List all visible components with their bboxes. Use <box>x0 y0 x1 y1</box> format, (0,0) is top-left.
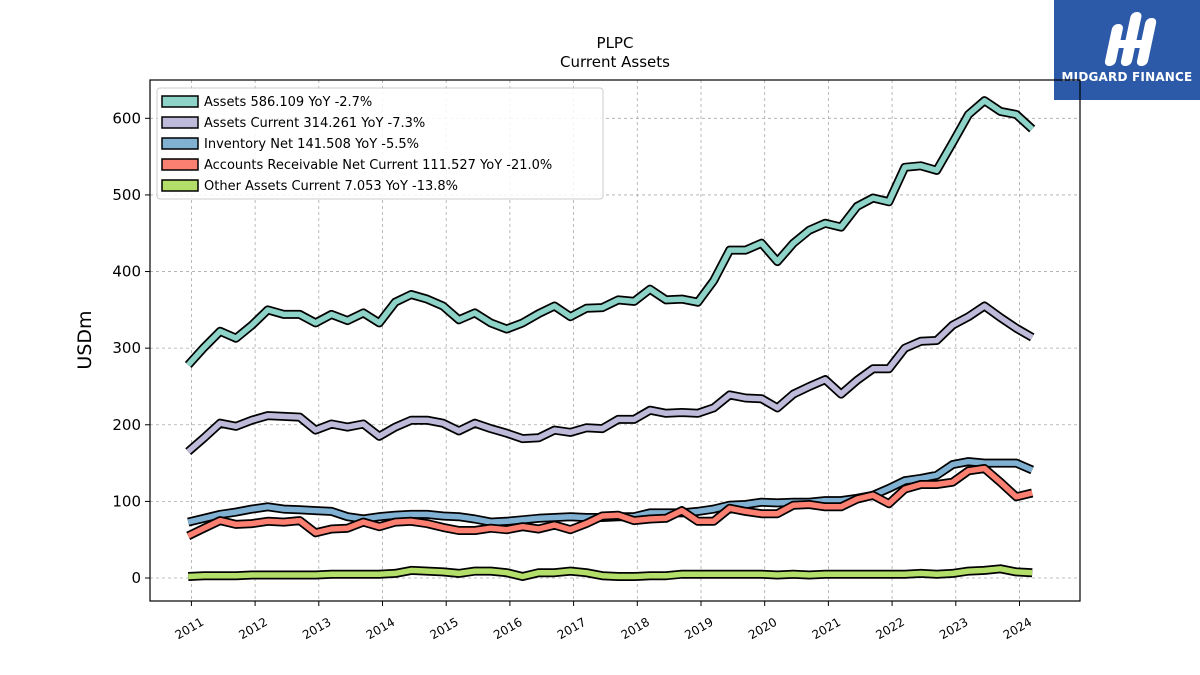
series-3 <box>186 464 1034 540</box>
x-tick-label: 2020 <box>746 615 779 642</box>
series-0 <box>184 96 1036 369</box>
legend-swatch <box>161 158 199 171</box>
x-tick-label: 2023 <box>937 615 970 642</box>
x-tick-label: 2017 <box>555 615 588 642</box>
x-tick-label: 2011 <box>173 615 206 642</box>
brand-logo: MIDGARD FINANCE <box>1054 0 1200 100</box>
legend-label: Accounts Receivable Net Current 111.527 … <box>204 158 552 173</box>
x-tick-label: 2013 <box>300 615 333 642</box>
midgard-logo-icon <box>1104 12 1157 66</box>
x-tick-label: 2019 <box>682 615 715 642</box>
series-group <box>184 96 1036 581</box>
y-axis-label: USDm <box>74 310 96 369</box>
chart-title: PLPC <box>597 34 634 52</box>
plot-frame <box>149 79 1081 602</box>
series-line <box>186 97 1035 367</box>
legend-label: Other Assets Current 7.053 YoY -13.8% <box>204 179 458 194</box>
y-tick-label: 0 <box>131 569 141 587</box>
legend-swatch <box>161 137 199 150</box>
legend: Assets 586.109 YoY -2.7% Assets Current 3… <box>156 87 604 200</box>
series-line <box>186 303 1034 454</box>
brand-name: MIDGARD FINANCE <box>1061 70 1193 84</box>
x-tick-label: 2018 <box>619 615 652 642</box>
legend-item: Inventory Net 141.508 YoY -5.5% <box>161 137 419 152</box>
y-axis: 0 100 200 300 400 500 600 <box>112 109 150 587</box>
series-4 <box>187 564 1033 581</box>
legend-item: Assets 586.109 YoY -2.7% <box>161 95 372 110</box>
series-line <box>187 465 1033 539</box>
legend-label: Assets 586.109 YoY -2.7% <box>204 95 372 110</box>
y-tick-label: 100 <box>112 492 141 510</box>
legend-swatch <box>161 116 199 129</box>
legend-swatch <box>161 95 199 108</box>
x-tick-label: 2016 <box>491 615 524 642</box>
x-tick-label: 2015 <box>427 615 460 642</box>
legend-frame <box>156 87 604 200</box>
legend-label: Inventory Net 141.508 YoY -5.5% <box>204 137 419 152</box>
y-tick-label: 600 <box>112 109 141 127</box>
legend-item: Assets Current 314.261 YoY -7.3% <box>161 116 425 131</box>
y-tick-label: 400 <box>112 263 141 281</box>
x-tick-label: 2012 <box>236 615 269 642</box>
x-tick-label: 2021 <box>810 615 843 642</box>
legend-swatch <box>161 179 199 192</box>
y-tick-label: 300 <box>112 339 141 357</box>
series-line <box>188 566 1033 580</box>
y-tick-label: 200 <box>112 416 141 434</box>
legend-label: Assets Current 314.261 YoY -7.3% <box>204 116 425 131</box>
x-axis: 2011 2012 2013 2014 2015 2016 2017 2018 2019 2020… <box>173 601 1034 642</box>
chart-subtitle: Current Assets <box>560 53 670 71</box>
x-tick-label: 2022 <box>873 615 906 642</box>
y-tick-label: 500 <box>112 186 141 204</box>
legend-item: Accounts Receivable Net Current 111.527 … <box>161 158 552 173</box>
legend-item: Other Assets Current 7.053 YoY -13.8% <box>161 179 458 194</box>
x-tick-label: 2014 <box>364 615 397 642</box>
series-1 <box>185 301 1035 455</box>
x-tick-label: 2024 <box>1001 615 1034 642</box>
